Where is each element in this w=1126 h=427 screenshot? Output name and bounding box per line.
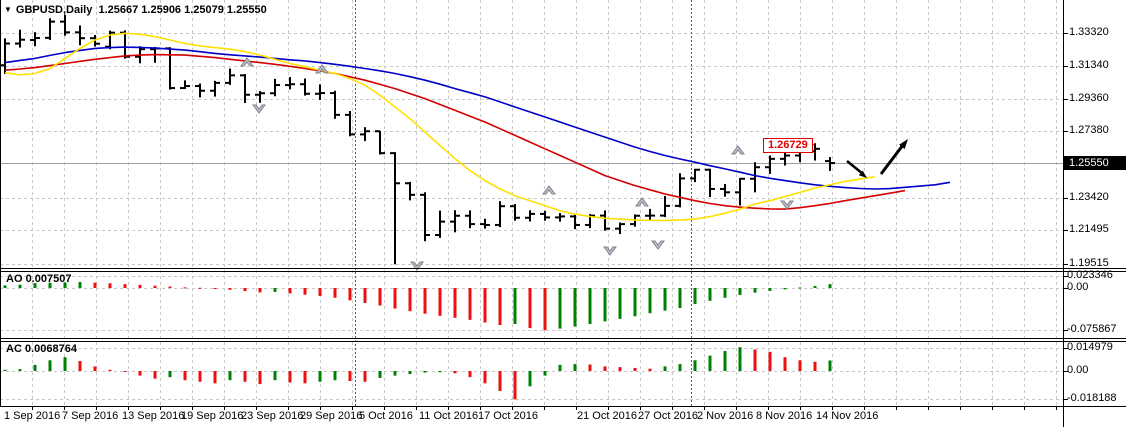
- symbol-period-label: GBPUSD,Daily: [15, 4, 93, 16]
- date-label[interactable]: 14 Nov 2016: [816, 410, 879, 422]
- date-label[interactable]: 13 Sep 2016: [122, 410, 185, 422]
- price-axis-label[interactable]: 1.19515: [1069, 257, 1109, 269]
- date-label[interactable]: 19 Sep 2016: [181, 410, 244, 422]
- ac-value: 0.0068764: [24, 343, 77, 355]
- ohlc-values-label: 1.25667 1.25906 1.25079 1.25550: [98, 4, 267, 16]
- date-label[interactable]: 29 Sep 2016: [300, 410, 363, 422]
- date-label[interactable]: 21 Oct 2016: [577, 410, 637, 422]
- chart-title: ▼ GBPUSD,Daily 1.25667 1.25906 1.25079 1.…: [4, 3, 267, 17]
- ac-axis-label[interactable]: 0.014979: [1067, 341, 1113, 353]
- price-axis-label[interactable]: 1.31340: [1069, 59, 1109, 71]
- date-label[interactable]: 1 Sep 2016: [4, 410, 61, 422]
- date-label[interactable]: 11 Oct 2016: [419, 410, 479, 422]
- price-axis-label[interactable]: 1.21495: [1069, 223, 1109, 235]
- date-label[interactable]: 2 Nov 2016: [697, 410, 754, 422]
- date-label[interactable]: 8 Nov 2016: [756, 410, 813, 422]
- ao-axis-label[interactable]: -0.075867: [1067, 323, 1117, 335]
- ao-axis-label[interactable]: 0.023346: [1067, 269, 1113, 281]
- price-axis-label[interactable]: 1.27380: [1069, 124, 1109, 136]
- date-label[interactable]: 7 Sep 2016: [62, 410, 119, 422]
- date-label[interactable]: 27 Oct 2016: [638, 410, 698, 422]
- price-axis-label[interactable]: 1.33320: [1069, 26, 1109, 38]
- ao-indicator-label: AO 0.007507: [6, 273, 72, 285]
- date-label[interactable]: 23 Sep 2016: [241, 410, 304, 422]
- ac-axis-label[interactable]: -0.018188: [1067, 392, 1117, 404]
- date-label[interactable]: 5 Oct 2016: [359, 410, 413, 422]
- current-price-badge: 1.25550: [1064, 156, 1126, 170]
- ac-indicator-label: AC 0.0068764: [6, 343, 77, 355]
- date-label[interactable]: 17 Oct 2016: [478, 410, 538, 422]
- chart-collapse-icon[interactable]: ▼: [4, 5, 12, 14]
- ao-value: 0.007507: [25, 273, 72, 285]
- price-axis-label[interactable]: 1.23420: [1069, 191, 1109, 203]
- ac-axis-label[interactable]: 0.00: [1067, 364, 1089, 376]
- price-annotation-label[interactable]: 1.26729: [763, 138, 813, 153]
- price-axis-label[interactable]: 1.29360: [1069, 92, 1109, 104]
- ao-axis-label[interactable]: 0.00: [1067, 281, 1089, 293]
